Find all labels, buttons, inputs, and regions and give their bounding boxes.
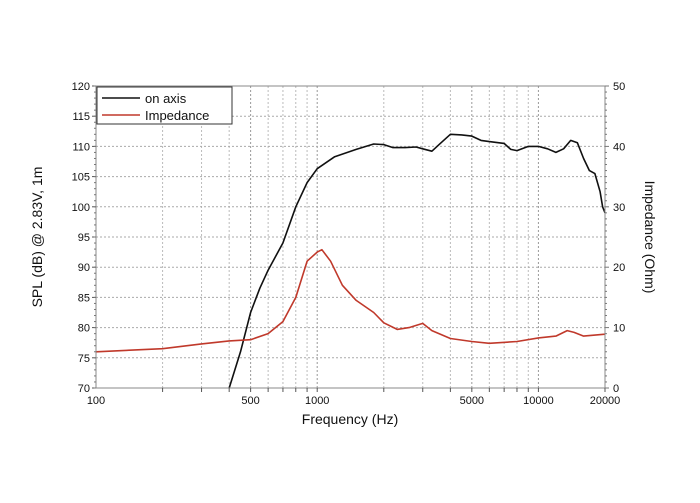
y2-tick-label: 30 xyxy=(613,202,625,214)
legend-label-impedance: Impedance xyxy=(145,108,209,123)
y-tick-label: 100 xyxy=(72,202,90,214)
legend: on axis Impedance xyxy=(96,86,233,125)
y-axis-label: SPL (dB) @ 2.83V, 1m xyxy=(29,167,45,308)
y-tick-label: 105 xyxy=(72,172,90,184)
y2-tick-label: 50 xyxy=(613,81,625,93)
y2-tick-label: 0 xyxy=(613,383,619,395)
x-tick-label: 1000 xyxy=(305,395,329,407)
y-tick-label: 90 xyxy=(78,262,90,274)
x-axis-label: Frequency (Hz) xyxy=(302,411,398,427)
y2-tick-label: 20 xyxy=(613,262,625,274)
y-tick-label: 70 xyxy=(78,383,90,395)
grid xyxy=(96,85,606,389)
y-tick-label: 75 xyxy=(78,353,90,365)
y-tick-label: 95 xyxy=(78,232,90,244)
y-tick-label: 85 xyxy=(78,292,90,304)
y2-axis-label: Impedance (Ohm) xyxy=(642,181,658,294)
legend-box xyxy=(96,86,233,125)
series-impedance xyxy=(95,248,606,353)
legend-label-on-axis: on axis xyxy=(145,91,187,106)
x-tick-label: 10000 xyxy=(523,395,554,407)
y-tick-label: 120 xyxy=(72,81,90,93)
y-tick-label: 80 xyxy=(78,323,90,335)
ticks: 70 75 80 85 90 95 100 105 110 115 120 0 10 20 30 40 50 10… xyxy=(72,81,626,407)
y-tick-label: 110 xyxy=(72,141,90,153)
y2-tick-label: 10 xyxy=(613,323,625,335)
y2-tick-label: 40 xyxy=(613,141,625,153)
series-on-axis xyxy=(228,133,606,389)
series-lines xyxy=(95,133,606,389)
x-tick-label: 5000 xyxy=(460,395,484,407)
x-tick-label: 500 xyxy=(241,395,259,407)
x-tick-label: 20000 xyxy=(590,395,621,407)
y-tick-label: 115 xyxy=(72,111,90,123)
x-tick-label: 100 xyxy=(87,395,105,407)
